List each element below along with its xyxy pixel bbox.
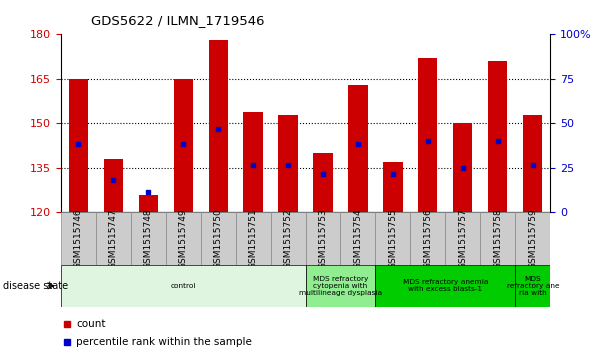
Text: percentile rank within the sample: percentile rank within the sample: [76, 337, 252, 347]
Bar: [418, 58, 438, 212]
Bar: [410, 212, 445, 265]
Text: GSM1515749: GSM1515749: [179, 208, 188, 269]
Text: GSM1515759: GSM1515759: [528, 208, 537, 269]
Bar: [235, 212, 271, 265]
Bar: [165, 212, 201, 265]
Text: GSM1515758: GSM1515758: [493, 208, 502, 269]
Bar: [523, 115, 542, 212]
Bar: [271, 212, 305, 265]
Text: GDS5622 / ILMN_1719546: GDS5622 / ILMN_1719546: [91, 14, 264, 27]
Bar: [209, 40, 228, 212]
Bar: [383, 162, 402, 212]
Bar: [453, 123, 472, 212]
Text: GSM1515754: GSM1515754: [353, 208, 362, 269]
Bar: [201, 212, 235, 265]
Text: disease state: disease state: [3, 281, 68, 291]
Text: GSM1515750: GSM1515750: [213, 208, 223, 269]
Text: GSM1515748: GSM1515748: [143, 208, 153, 269]
Bar: [139, 195, 158, 212]
Text: GSM1515752: GSM1515752: [283, 208, 292, 269]
Bar: [243, 111, 263, 212]
Bar: [340, 212, 375, 265]
Bar: [69, 79, 88, 212]
Bar: [131, 212, 165, 265]
Bar: [61, 212, 95, 265]
Bar: [445, 212, 480, 265]
Text: GSM1515746: GSM1515746: [74, 208, 83, 269]
Bar: [103, 159, 123, 212]
Text: count: count: [76, 319, 106, 329]
Bar: [348, 85, 368, 212]
Bar: [488, 61, 508, 212]
Bar: [96, 212, 131, 265]
Bar: [305, 212, 340, 265]
Text: MDS refractory
cytopenia with
multilineage dysplasia: MDS refractory cytopenia with multilinea…: [299, 276, 382, 296]
Bar: [173, 79, 193, 212]
Bar: [61, 265, 305, 307]
Text: GSM1515751: GSM1515751: [249, 208, 258, 269]
Text: MDS
refractory ane
ria with: MDS refractory ane ria with: [506, 276, 559, 296]
Bar: [515, 212, 550, 265]
Bar: [313, 153, 333, 212]
Bar: [305, 265, 375, 307]
Text: GSM1515756: GSM1515756: [423, 208, 432, 269]
Bar: [376, 212, 410, 265]
Bar: [376, 265, 516, 307]
Text: GSM1515753: GSM1515753: [319, 208, 328, 269]
Text: control: control: [170, 283, 196, 289]
Text: GSM1515747: GSM1515747: [109, 208, 118, 269]
Bar: [278, 115, 298, 212]
Text: MDS refractory anemia
with excess blasts-1: MDS refractory anemia with excess blasts…: [402, 280, 488, 292]
Text: GSM1515755: GSM1515755: [389, 208, 398, 269]
Bar: [480, 212, 516, 265]
Text: GSM1515757: GSM1515757: [458, 208, 468, 269]
Bar: [515, 265, 550, 307]
